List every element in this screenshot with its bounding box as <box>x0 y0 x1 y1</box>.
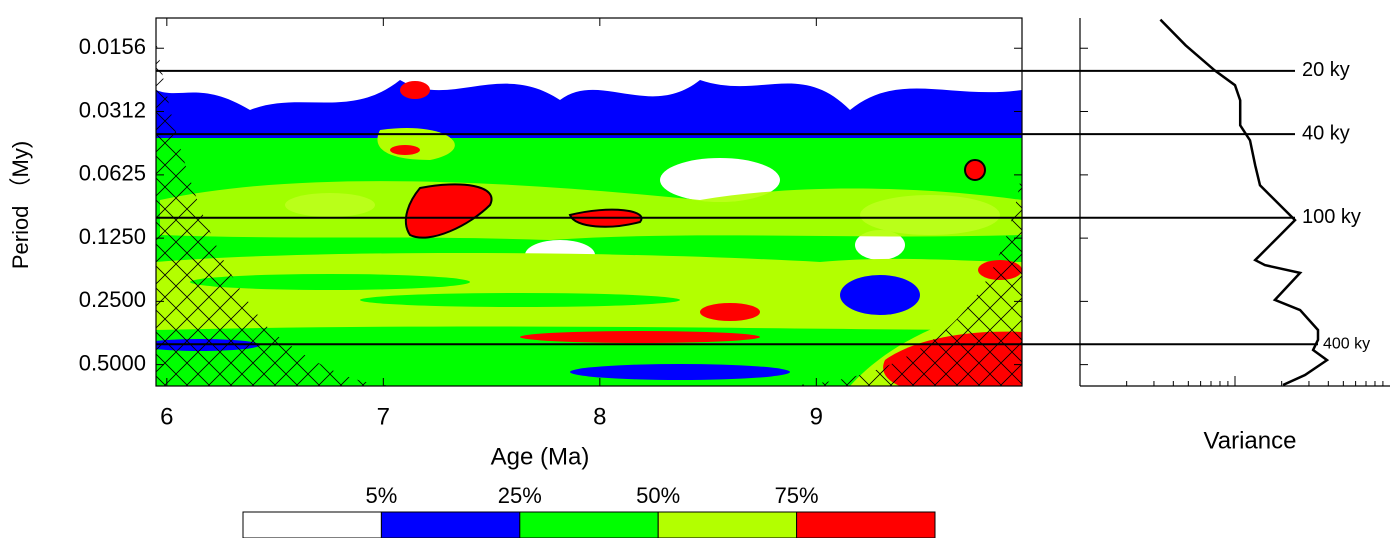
contour-fill <box>965 160 985 180</box>
contour-fill <box>400 81 430 99</box>
page: {"chart_data": [ {"type": "contour", "xl… <box>0 0 1394 538</box>
colorbar-label: 75% <box>775 483 819 508</box>
chart: Period （My) Age (Ma) Variance 6 7 8 9 0.0156… <box>0 0 1394 538</box>
period-label: 400 ky <box>1323 335 1370 352</box>
y-tick-label: 0.1250 <box>79 224 146 249</box>
y-tick-label: 0.2500 <box>79 287 146 312</box>
x-tick-label: 6 <box>160 403 173 430</box>
contour-fill <box>390 145 420 155</box>
x-tick-label: 8 <box>593 403 606 430</box>
spectrum-field <box>140 18 1022 386</box>
contour-fill <box>520 331 760 343</box>
colorbar-label: 50% <box>636 483 680 508</box>
y-tick-label: 0.0625 <box>79 161 146 186</box>
x-axis-label: Variance <box>1204 427 1297 454</box>
colorbar-swatch <box>658 512 796 538</box>
y-axis-label: Period （My) <box>8 141 33 269</box>
y-tick-label: 0.0312 <box>79 97 146 122</box>
colorbar-swatch <box>243 512 381 538</box>
contour-fill <box>360 293 680 307</box>
period-label: 40 ky <box>1302 122 1350 144</box>
x-axis-label: Age (Ma) <box>491 443 590 470</box>
contour-fill <box>570 364 790 380</box>
colorbar-swatch <box>520 512 658 538</box>
colorbar-label: 25% <box>498 483 542 508</box>
y-tick-label: 0.0156 <box>79 34 146 59</box>
period-label: 100 ky <box>1302 206 1361 228</box>
contour-fill <box>700 303 760 321</box>
period-label: 20 ky <box>1302 59 1350 81</box>
contour-fill <box>840 275 920 315</box>
x-tick-label: 9 <box>810 403 823 430</box>
x-tick-label: 7 <box>377 403 390 430</box>
y-tick-label: 0.5000 <box>79 350 146 375</box>
colorbar-swatch <box>381 512 519 538</box>
colorbar-swatch <box>797 512 935 538</box>
colorbar-label: 5% <box>366 483 398 508</box>
